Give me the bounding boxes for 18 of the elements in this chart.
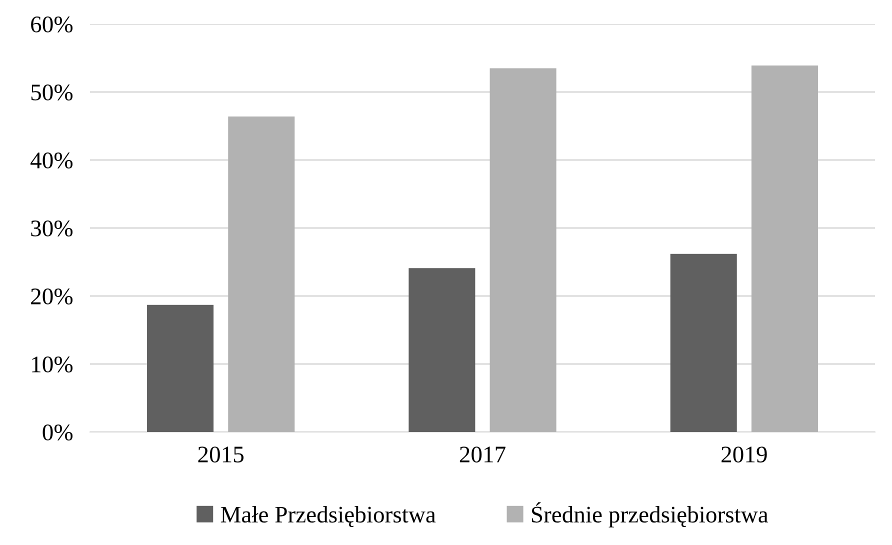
y-tick-label: 50%	[31, 84, 73, 100]
y-tick-label: 40%	[30, 152, 73, 168]
bar	[490, 68, 556, 432]
y-tick-label: 60%	[31, 16, 73, 32]
x-tick-label: 2017	[460, 446, 506, 463]
bar	[751, 65, 818, 432]
legend-label: Małe Przedsiębiorstwa	[220, 506, 436, 528]
bar	[408, 268, 476, 432]
x-tick-label: 2015	[198, 446, 244, 463]
bar	[147, 304, 214, 432]
legend-label: Średnie przedsiębiorstwa	[532, 502, 768, 528]
y-tick-label: 10%	[32, 356, 73, 372]
bar	[670, 254, 737, 432]
y-tick-label: 30%	[31, 220, 73, 236]
y-tick-label: 20%	[31, 288, 73, 304]
y-tick-label: 0%	[42, 424, 73, 440]
x-tick-label: 2019	[722, 446, 767, 463]
bar	[228, 116, 295, 432]
